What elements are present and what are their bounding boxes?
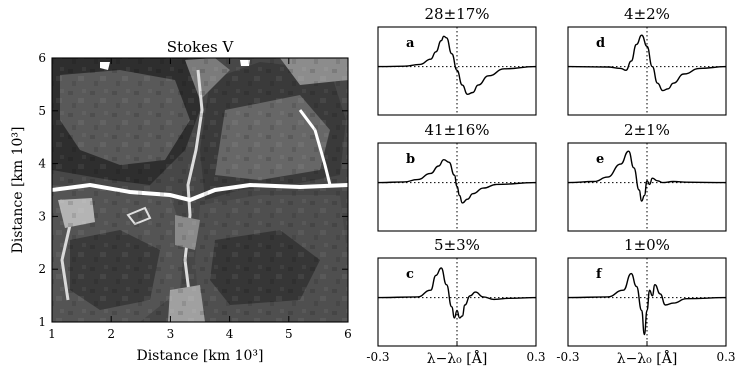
panel-letter: d [596,36,605,51]
map-xtick-label: 5 [285,327,293,341]
profile-xlabel: λ−λ₀ [Å] [427,349,488,367]
profile-panel-a: 28±17% a [377,5,537,116]
map-frame [51,57,349,323]
map-ytick-label: 4 [38,157,46,171]
profile-curve [567,150,727,202]
panel-title: 1±0% [624,236,670,254]
map-xlabel: Distance [km 10³] [136,348,263,364]
profile-panel-d: 4±2% d [567,5,727,116]
map-ytick-label: 5 [38,104,46,118]
map-axes: 1 2 3 4 5 6 1 2 3 4 5 6 [38,51,351,341]
profile-xtick-label: 0.3 [526,350,545,364]
panel-letter: f [596,267,603,282]
map-ytick-label: 2 [38,262,46,276]
profile-panel-e: 2±1% e [567,121,727,232]
map-ytick-label: 3 [38,209,46,223]
map-ytick-label: 6 [38,51,46,65]
panel-title: 4±2% [624,5,670,23]
profile-panels: 28±17% a 41±16% b 5±3% c 4±2% d 2±1% e 1±0% f [377,5,727,347]
profile-panel-b: 41±16% b [377,121,537,232]
profile-xtick-label: -0.3 [556,350,579,364]
panel-letter: b [406,152,415,167]
profile-curve [377,158,537,204]
profile-curve [377,267,537,319]
map-texture [52,58,348,322]
panel-letter: c [406,267,414,282]
map-xtick-label: 1 [48,327,56,341]
map-xtick-label: 2 [107,327,115,341]
map-ylabel: Distance [km 10³] [10,126,26,253]
panel-letter: a [406,36,415,51]
profile-xlabel: λ−λ₀ [Å] [617,349,678,367]
profile-x-axes: -0.3 0.3 λ−λ₀ [Å] -0.3 0.3 λ−λ₀ [Å] [366,341,736,367]
panel-title: 2±1% [624,121,670,139]
profile-panel-c: 5±3% c [377,236,537,347]
map-xtick-label: 4 [226,327,234,341]
profile-panel-f: 1±0% f [567,236,727,347]
panel-title: 41±16% [425,121,490,139]
panel-title: 5±3% [434,236,480,254]
profile-curve [567,272,727,336]
map-ytick-label: 1 [38,315,46,329]
stokes-v-map [52,58,348,322]
map-title: Stokes V [167,38,235,56]
profile-xtick-label: -0.3 [366,350,389,364]
panel-title: 28±17% [425,5,490,23]
map-xtick-label: 6 [344,327,352,341]
profile-xtick-label: 0.3 [716,350,735,364]
panel-letter: e [596,152,604,167]
profile-curve [377,35,537,96]
map-xtick-label: 3 [167,327,175,341]
profile-curve [567,34,727,92]
